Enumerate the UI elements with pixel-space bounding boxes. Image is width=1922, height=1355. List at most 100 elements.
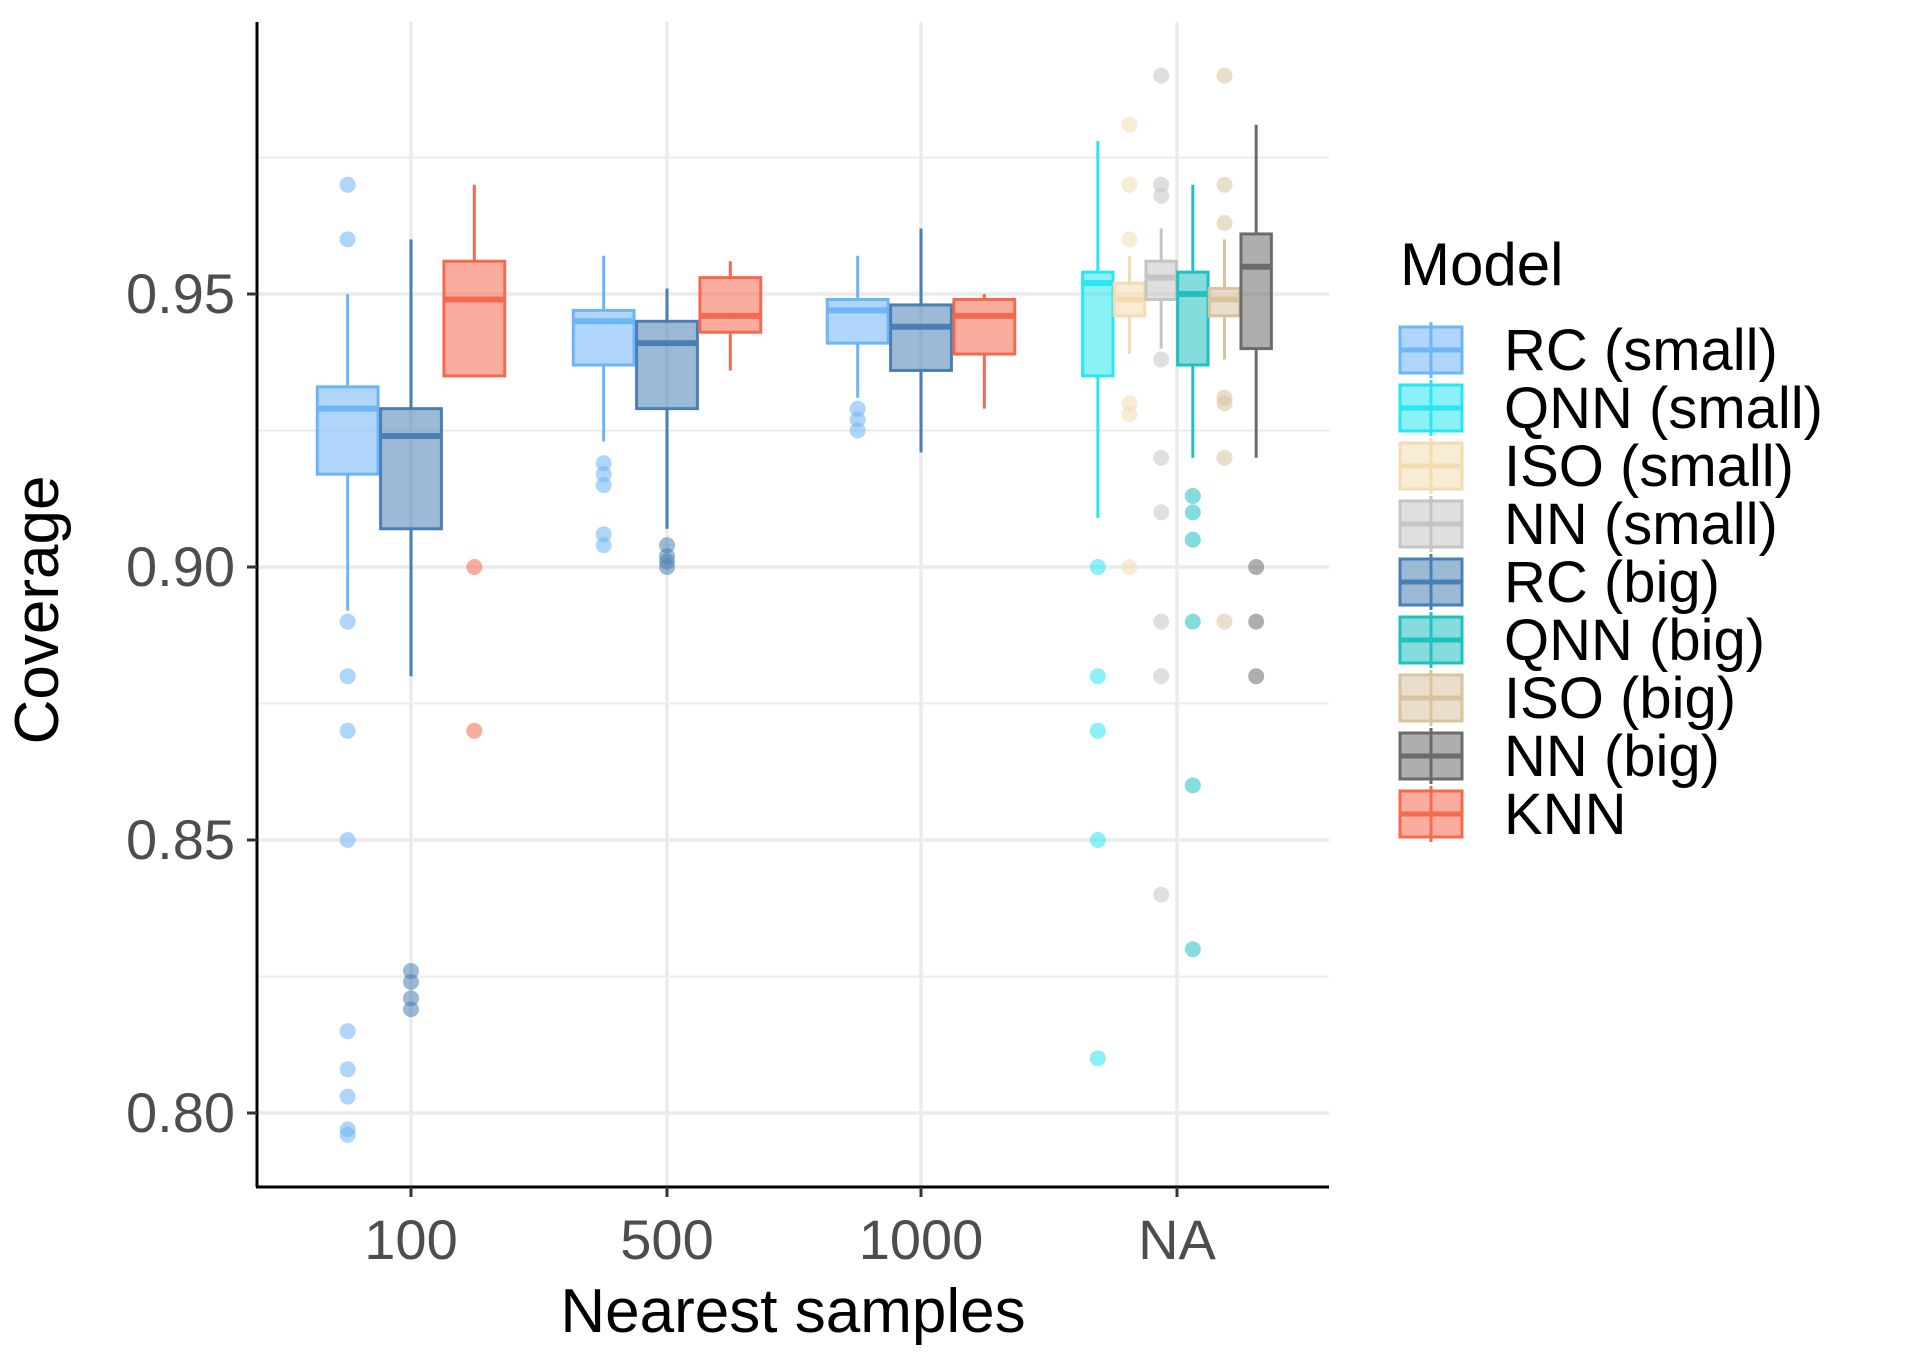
legend-label: ISO (big): [1504, 666, 1736, 731]
y-tick-label-2: 0.90: [126, 535, 235, 598]
legend-label: NN (big): [1504, 724, 1720, 789]
box-nn-big--NA: [1239, 124, 1273, 685]
box-knn-100: [442, 184, 507, 739]
outlier-point-1: [1216, 176, 1233, 193]
outlier-point-1: [403, 973, 419, 990]
legend: Model RC (small)QNN (small)ISO (small)NN…: [1398, 231, 1823, 847]
outlier-point-2: [1216, 215, 1233, 232]
outlier-point-0: [1216, 67, 1233, 84]
outlier-point-1: [1089, 668, 1106, 685]
outlier-point-0: [466, 559, 483, 575]
outlier-point-0: [1089, 559, 1106, 575]
box-body: [379, 407, 443, 531]
outlier-point-8: [1153, 886, 1170, 903]
legend-item-iso-small-: ISO (small): [1398, 434, 1794, 499]
outlier-point-3: [403, 1001, 419, 1018]
x-tick-label-1: 500: [620, 1208, 713, 1271]
box-body: [952, 297, 1017, 356]
outlier-point-4: [1153, 449, 1170, 466]
axes: [255, 22, 1329, 1189]
legend-item-qnn-big-: QNN (big): [1398, 608, 1765, 673]
legend-item-nn-small-: NN (small): [1398, 492, 1778, 557]
outlier-point-1: [466, 722, 483, 739]
outlier-point-6: [1216, 613, 1233, 630]
outlier-point-6: [339, 1023, 356, 1040]
legend-item-rc-small-: RC (small): [1398, 318, 1778, 383]
outlier-point-0: [1121, 116, 1138, 133]
box-rc-small--1000: [825, 255, 890, 439]
y-tick-labels: 0.80 0.85 0.90 0.95: [126, 262, 257, 1144]
outlier-point-2: [595, 477, 612, 494]
x-axis-title: Nearest samples: [560, 1277, 1025, 1346]
outlier-point-2: [849, 422, 866, 439]
outlier-point-4: [1216, 395, 1233, 412]
box-body: [315, 385, 380, 476]
outlier-point-8: [339, 1088, 356, 1105]
box-knn-500: [698, 261, 763, 371]
legend-title: Model: [1400, 231, 1563, 298]
box-rc-small--100: [315, 176, 380, 1143]
x-tick-label-0: 100: [364, 1208, 457, 1271]
outlier-point-0: [1184, 488, 1201, 505]
outlier-point-7: [339, 1061, 356, 1078]
box-rc-big--500: [635, 288, 699, 575]
box-rc-small--500: [571, 255, 636, 554]
y-tick-label-0: 0.80: [126, 1081, 235, 1144]
box-body: [825, 297, 890, 345]
outlier-point-5: [339, 832, 356, 848]
box-body: [442, 259, 507, 378]
outlier-point-2: [1248, 668, 1265, 685]
outlier-point-4: [1121, 406, 1138, 423]
outlier-point-4: [339, 722, 356, 739]
outlier-point-2: [1153, 187, 1170, 204]
outlier-point-3: [1184, 613, 1201, 630]
outlier-point-3: [1153, 351, 1170, 368]
box-body: [698, 276, 763, 334]
box-iso-small--NA: [1112, 116, 1147, 575]
box-body: [1239, 232, 1273, 351]
outlier-point-3: [339, 668, 356, 685]
legend-label: RC (small): [1504, 318, 1778, 383]
x-tick-labels: 100 500 1000 NA: [364, 1187, 1217, 1271]
outlier-point-2: [339, 613, 356, 630]
box-body: [889, 303, 953, 372]
outlier-point-0: [339, 176, 356, 193]
legend-label: QNN (small): [1504, 376, 1823, 441]
outlier-point-4: [595, 537, 612, 554]
outlier-point-5: [1121, 559, 1138, 575]
outlier-point-5: [1184, 941, 1201, 958]
outlier-point-1: [1184, 504, 1201, 521]
boxplot-series: [315, 67, 1273, 1143]
legend-item-knn: KNN: [1398, 782, 1626, 847]
outlier-point-0: [1153, 67, 1170, 84]
y-tick-label-3: 0.95: [126, 262, 235, 325]
box-body: [635, 319, 699, 411]
box-qnn-small--NA: [1081, 141, 1115, 1067]
y-axis-title: Coverage: [3, 476, 72, 745]
box-body: [1081, 270, 1115, 378]
outlier-point-4: [1184, 777, 1201, 794]
outlier-point-7: [1153, 668, 1170, 685]
legend-label: QNN (big): [1504, 608, 1765, 673]
legend-item-qnn-small-: QNN (small): [1398, 376, 1823, 441]
legend-label: ISO (small): [1504, 434, 1794, 499]
x-tick-label-2: 1000: [859, 1208, 984, 1271]
box-rc-big--100: [379, 239, 443, 1018]
box-knn-1000: [952, 294, 1017, 409]
outlier-point-4: [1089, 1050, 1106, 1067]
outlier-point-5: [1153, 504, 1170, 521]
box-nn-small--NA: [1144, 67, 1178, 903]
outlier-point-3: [1089, 832, 1106, 848]
outlier-point-3: [659, 559, 675, 575]
outlier-point-2: [1121, 231, 1138, 248]
outlier-point-5: [1216, 449, 1233, 466]
legend-item-rc-big-: RC (big): [1398, 550, 1720, 615]
outlier-point-0: [1248, 559, 1265, 575]
x-tick-label-3: NA: [1138, 1208, 1216, 1271]
legend-item-nn-big-: NN (big): [1398, 724, 1720, 789]
outlier-point-1: [339, 231, 356, 248]
outlier-point-1: [1121, 176, 1138, 193]
box-body: [1176, 270, 1210, 367]
box-qnn-big--NA: [1176, 184, 1210, 958]
outlier-point-1: [1248, 613, 1265, 630]
